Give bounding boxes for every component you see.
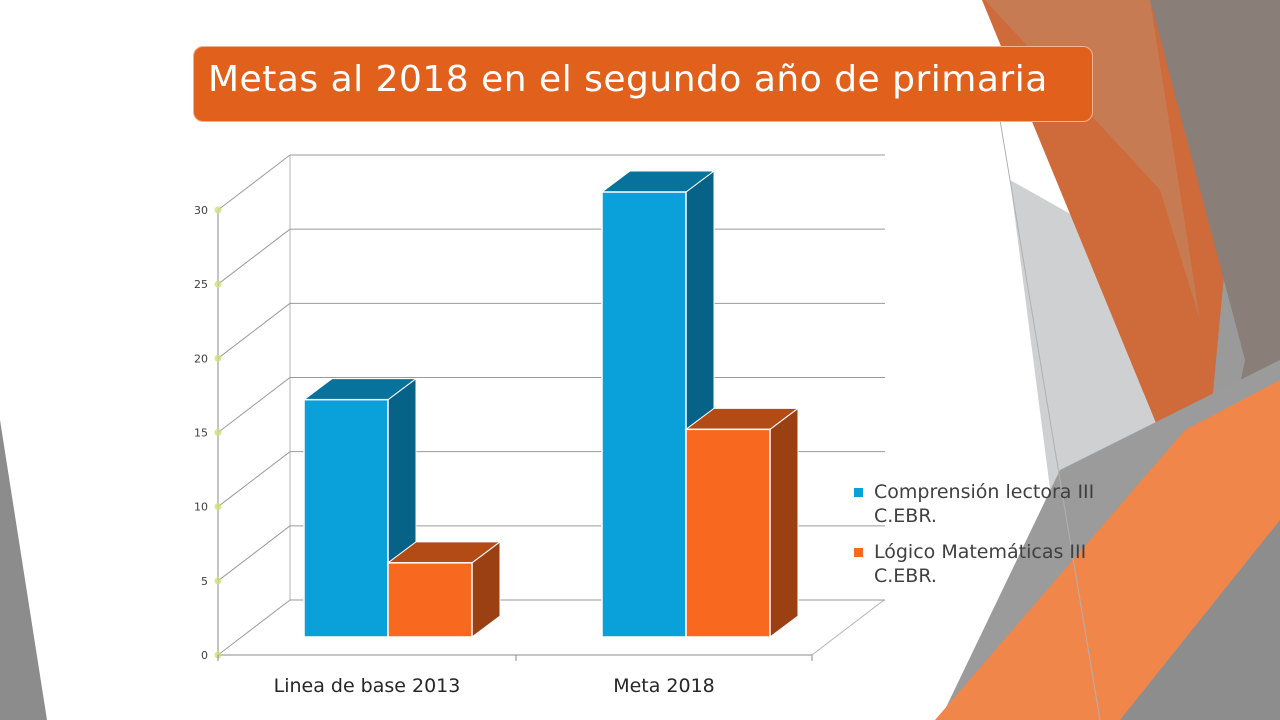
right-gray-shape-bottom [1120, 520, 1280, 720]
chart-legend: Comprensión lectora III C.EBR. Lógico Ma… [852, 480, 1142, 600]
bar-front-face [685, 428, 771, 638]
y-tick-label: 15 [194, 427, 208, 440]
chart-grid [214, 154, 885, 661]
slide-title: Metas al 2018 en el segundo año de prima… [208, 59, 1048, 100]
gridline-diagonal [217, 599, 291, 656]
right-orange-shape-upper [985, 0, 1200, 320]
y-tick-label: 0 [201, 649, 208, 662]
y-tick-marker [214, 354, 222, 362]
right-orange-shape-main [982, 0, 1250, 530]
floor-right-edge [811, 599, 885, 656]
y-tick-label: 5 [201, 575, 208, 588]
chart-bars [302, 170, 800, 638]
bar-front-face [601, 191, 687, 638]
y-tick-label: 25 [194, 278, 208, 291]
x-category-label: Linea de base 2013 [274, 675, 461, 697]
left-gray-shape [0, 420, 47, 720]
y-tick-label: 30 [194, 204, 208, 217]
legend-item-series-1: Comprensión lectora III C.EBR. [852, 480, 1142, 528]
y-tick-marker [214, 429, 222, 436]
gridline-diagonal [217, 302, 291, 359]
chart-labels: 0 5 10 15 20 25 30 Linea de base 2013 Meta 2018 [194, 204, 715, 697]
x-category-label: Meta 2018 [613, 675, 715, 697]
decorative-thin-line [999, 119, 1101, 720]
title-banner: Metas al 2018 en el segundo año de prima… [193, 46, 1093, 122]
legend-swatch-series-2 [854, 548, 863, 557]
y-tick-marker [214, 577, 222, 585]
bar-front-face [303, 398, 389, 638]
y-tick-marker [214, 280, 222, 288]
legend-swatch-series-1 [854, 488, 863, 497]
bar-1-1 [302, 377, 418, 638]
bar-side-face [769, 407, 799, 638]
legend-item-series-2: Lógico Matemáticas III C.EBR. [852, 540, 1142, 588]
gridline-diagonal [217, 377, 291, 433]
gridline-diagonal [217, 451, 291, 508]
gridline-diagonal [217, 228, 291, 285]
y-tick-label: 20 [194, 352, 208, 365]
y-tick-label: 10 [194, 501, 208, 514]
legend-label-series-1: Comprensión lectora III C.EBR. [874, 481, 1095, 527]
gridline-diagonal [217, 154, 291, 211]
bar-front-face [387, 562, 473, 638]
bar-2-1 [386, 540, 502, 638]
y-tick-marker [214, 503, 222, 511]
bar-2-2 [684, 407, 800, 638]
legend-label-series-2: Lógico Matemáticas III C.EBR. [874, 541, 1087, 587]
gridline-diagonal [217, 525, 291, 582]
y-tick-marker [214, 206, 222, 214]
